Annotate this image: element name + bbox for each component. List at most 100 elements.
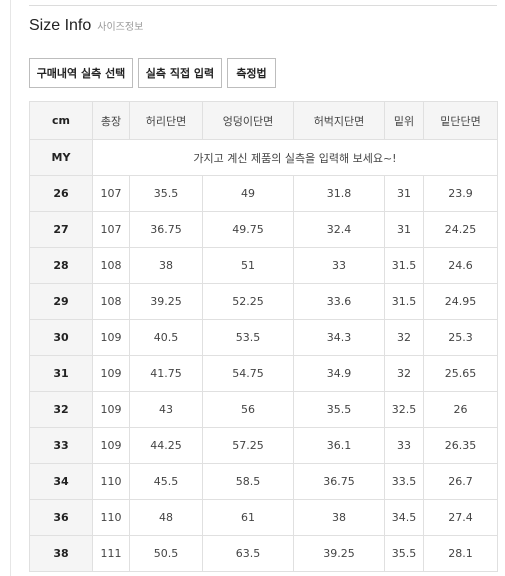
table-cell: 110 — [92, 463, 130, 500]
column-header-hip: 엉덩이단면 — [202, 101, 294, 140]
column-header-cm: cm — [29, 101, 93, 140]
table-cell: 45.5 — [129, 463, 203, 500]
table-cell: 33.6 — [293, 283, 385, 320]
table-cell: 108 — [92, 283, 130, 320]
table-cell: 61 — [202, 499, 294, 536]
table-cell: 109 — [92, 391, 130, 428]
table-row: 29 108 39.25 52.25 33.6 31.5 24.95 — [29, 283, 498, 320]
top-divider — [29, 5, 497, 6]
size-table-header-row: cm 총장 허리단면 엉덩이단면 허벅지단면 밑위 밑단단면 — [29, 101, 498, 140]
my-size-input-prompt[interactable]: 가지고 계신 제품의 실측을 입력해 보세요~! — [92, 139, 498, 176]
table-cell: 31 — [384, 175, 424, 212]
table-cell: 31 — [384, 211, 424, 248]
size-label-cell: 34 — [29, 463, 93, 500]
table-cell: 49.75 — [202, 211, 294, 248]
column-header-thigh: 허벅지단면 — [293, 101, 385, 140]
size-label-cell: 31 — [29, 355, 93, 392]
table-row: 32 109 43 56 35.5 32.5 26 — [29, 391, 498, 428]
table-cell: 48 — [129, 499, 203, 536]
size-label-cell: 30 — [29, 319, 93, 356]
table-cell: 33.5 — [384, 463, 424, 500]
table-cell: 33 — [384, 427, 424, 464]
table-cell: 33 — [293, 247, 385, 284]
table-cell: 36.75 — [293, 463, 385, 500]
size-label-cell: 28 — [29, 247, 93, 284]
size-info-subtitle: 사이즈정보 — [97, 22, 144, 33]
table-cell: 31.5 — [384, 247, 424, 284]
table-cell: 41.75 — [129, 355, 203, 392]
table-cell: 109 — [92, 427, 130, 464]
table-cell: 24.25 — [423, 211, 498, 248]
table-cell: 50.5 — [129, 535, 203, 572]
table-cell: 110 — [92, 499, 130, 536]
table-row: 26 107 35.5 49 31.8 31 23.9 — [29, 175, 498, 212]
table-cell: 38 — [129, 247, 203, 284]
table-cell: 63.5 — [202, 535, 294, 572]
my-row-label: MY — [29, 139, 93, 176]
size-label-cell: 32 — [29, 391, 93, 428]
table-cell: 108 — [92, 247, 130, 284]
table-cell: 26.7 — [423, 463, 498, 500]
table-row: 38 111 50.5 63.5 39.25 35.5 28.1 — [29, 535, 498, 572]
purchase-history-measure-button[interactable]: 구매내역 실측 선택 — [29, 58, 133, 88]
table-cell: 107 — [92, 211, 130, 248]
table-cell: 111 — [92, 535, 130, 572]
table-cell: 27.4 — [423, 499, 498, 536]
table-cell: 34.3 — [293, 319, 385, 356]
table-cell: 34.5 — [384, 499, 424, 536]
column-header-total-length: 총장 — [92, 101, 130, 140]
table-row: 28 108 38 51 33 31.5 24.6 — [29, 247, 498, 284]
table-row: 27 107 36.75 49.75 32.4 31 24.25 — [29, 211, 498, 248]
table-cell: 32.4 — [293, 211, 385, 248]
table-cell: 28.1 — [423, 535, 498, 572]
table-cell: 56 — [202, 391, 294, 428]
size-table: cm 총장 허리단면 엉덩이단면 허벅지단면 밑위 밑단단면 MY 가지고 계신… — [29, 101, 498, 572]
table-cell: 25.65 — [423, 355, 498, 392]
table-cell: 52.25 — [202, 283, 294, 320]
column-header-rise: 밑위 — [384, 101, 424, 140]
table-cell: 38 — [293, 499, 385, 536]
measure-method-button[interactable]: 측정법 — [227, 58, 276, 88]
size-info-title: Size Info — [29, 17, 92, 34]
table-cell: 43 — [129, 391, 203, 428]
size-label-cell: 29 — [29, 283, 93, 320]
table-row: 33 109 44.25 57.25 36.1 33 26.35 — [29, 427, 498, 464]
my-size-row: MY 가지고 계신 제품의 실측을 입력해 보세요~! — [29, 139, 498, 176]
size-label-cell: 26 — [29, 175, 93, 212]
column-header-hem: 밑단단면 — [423, 101, 498, 140]
table-cell: 57.25 — [202, 427, 294, 464]
table-cell: 49 — [202, 175, 294, 212]
table-cell: 25.3 — [423, 319, 498, 356]
table-cell: 24.95 — [423, 283, 498, 320]
size-label-cell: 38 — [29, 535, 93, 572]
table-cell: 32 — [384, 319, 424, 356]
table-cell: 54.75 — [202, 355, 294, 392]
left-divider — [10, 0, 11, 576]
table-cell: 26.35 — [423, 427, 498, 464]
table-cell: 53.5 — [202, 319, 294, 356]
table-cell: 34.9 — [293, 355, 385, 392]
direct-measure-input-button[interactable]: 실측 직접 입력 — [138, 58, 222, 88]
table-cell: 32.5 — [384, 391, 424, 428]
table-cell: 24.6 — [423, 247, 498, 284]
table-cell: 35.5 — [384, 535, 424, 572]
table-cell: 31.8 — [293, 175, 385, 212]
size-label-cell: 36 — [29, 499, 93, 536]
table-cell: 23.9 — [423, 175, 498, 212]
size-label-cell: 33 — [29, 427, 93, 464]
table-cell: 26 — [423, 391, 498, 428]
table-cell: 107 — [92, 175, 130, 212]
table-cell: 58.5 — [202, 463, 294, 500]
column-header-waist: 허리단면 — [129, 101, 203, 140]
table-row: 31 109 41.75 54.75 34.9 32 25.65 — [29, 355, 498, 392]
table-cell: 44.25 — [129, 427, 203, 464]
table-cell: 36.75 — [129, 211, 203, 248]
table-cell: 109 — [92, 319, 130, 356]
size-info-header: Size Info 사이즈정보 — [29, 17, 143, 35]
size-label-cell: 27 — [29, 211, 93, 248]
measure-button-group: 구매내역 실측 선택 실측 직접 입력 측정법 — [29, 58, 281, 88]
table-row: 36 110 48 61 38 34.5 27.4 — [29, 499, 498, 536]
table-cell: 32 — [384, 355, 424, 392]
table-row: 34 110 45.5 58.5 36.75 33.5 26.7 — [29, 463, 498, 500]
table-cell: 39.25 — [129, 283, 203, 320]
